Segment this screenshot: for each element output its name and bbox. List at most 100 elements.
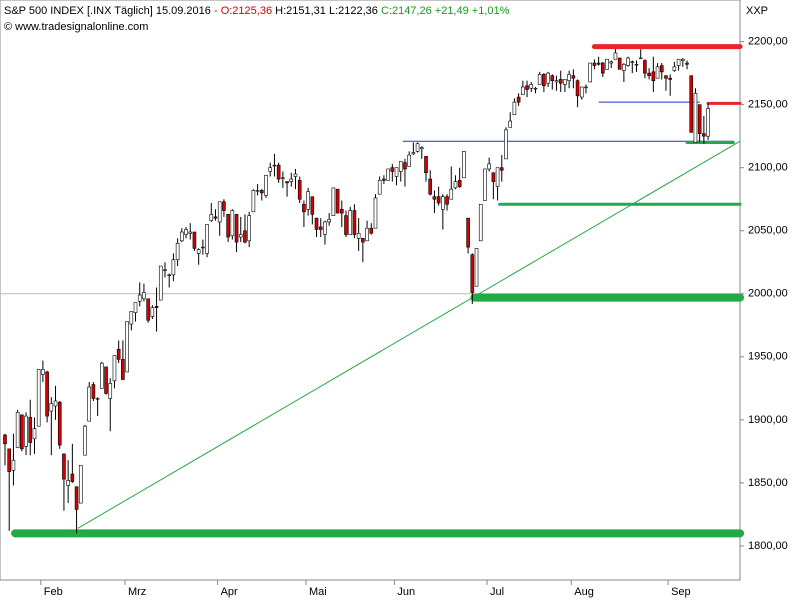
- candle-body: [137, 294, 142, 302]
- candle-body: [142, 292, 146, 300]
- candle-body: [100, 362, 104, 389]
- candle-body: [331, 187, 336, 216]
- date: 15.09.2016: [156, 5, 211, 17]
- candle-body: [643, 60, 647, 74]
- y-tick-label: 1800,00: [748, 540, 788, 552]
- candle-body: [222, 201, 226, 211]
- chart-header: S&P 500 INDEX [.INX Täglich] 15.09.2016 …: [4, 5, 510, 17]
- candle-body: [83, 425, 87, 456]
- candle-body: [558, 79, 563, 84]
- candle-body: [57, 401, 62, 446]
- candle-body: [78, 464, 83, 504]
- close: C:2147,26 +21,49 +1,01%: [381, 5, 510, 17]
- candle-body: [605, 58, 609, 70]
- candle-body: [28, 417, 33, 443]
- x-tick-label: Mai: [309, 586, 327, 598]
- candle-body: [466, 217, 470, 248]
- candle-body: [596, 62, 601, 65]
- candle-body: [613, 52, 618, 60]
- candle-body: [697, 104, 702, 134]
- candle-body: [163, 269, 167, 271]
- candle-body: [121, 359, 125, 380]
- candle-body: [268, 167, 273, 172]
- candle-body: [20, 414, 24, 450]
- candle-body: [24, 415, 28, 447]
- candle-body: [62, 453, 66, 480]
- candle-body: [537, 74, 542, 85]
- candle-body: [352, 210, 357, 235]
- candle-body: [230, 210, 235, 237]
- candle-body: [533, 87, 538, 90]
- candle-body: [133, 302, 138, 313]
- candle-body: [525, 85, 529, 90]
- candle-body: [45, 371, 49, 417]
- candle-body: [672, 66, 677, 71]
- candle-body: [626, 57, 630, 66]
- plot-area: [0, 44, 745, 538]
- candle-body: [150, 307, 155, 317]
- candle-body: [588, 62, 592, 83]
- candle-body: [281, 177, 285, 179]
- candle-body: [651, 71, 656, 81]
- candle-body: [74, 486, 79, 510]
- candle-body: [432, 196, 437, 200]
- candle-body: [289, 178, 294, 182]
- candle-body: [386, 168, 390, 181]
- candle-body: [306, 191, 310, 210]
- candle-body: [112, 355, 117, 382]
- candle-body: [689, 75, 694, 133]
- candle-body: [247, 215, 251, 242]
- candle-body: [428, 178, 433, 195]
- y-tick-label: 2200,00: [748, 36, 788, 48]
- candle-body: [171, 259, 176, 276]
- candle-body: [445, 196, 449, 205]
- y-tick-label: 2000,00: [748, 288, 788, 300]
- candle-body: [226, 214, 230, 238]
- candle-body: [516, 96, 521, 103]
- candle-body: [348, 210, 353, 235]
- candle-body: [327, 219, 331, 223]
- candle-body: [567, 74, 571, 81]
- candle-body: [441, 196, 445, 210]
- open: - O:2125,36: [214, 5, 272, 17]
- x-tick-label: Sep: [671, 586, 691, 598]
- candle-body: [659, 65, 664, 73]
- candle-body: [634, 64, 639, 66]
- candle-body: [125, 321, 129, 373]
- candle-body: [702, 133, 706, 137]
- candle-body: [285, 181, 289, 184]
- candle-body: [213, 216, 218, 219]
- plot-frame: [0, 0, 741, 581]
- candle-body: [474, 248, 479, 287]
- candle-body: [521, 86, 525, 95]
- candle-body: [483, 168, 487, 201]
- candle-body: [167, 274, 171, 276]
- candle-body: [95, 398, 100, 400]
- candle-body: [108, 383, 113, 399]
- candle-body: [41, 369, 45, 375]
- candle-body: [302, 203, 306, 213]
- candle-body: [11, 459, 16, 471]
- candle-body: [419, 147, 424, 150]
- candle-body: [91, 384, 96, 399]
- candle-body: [638, 57, 643, 60]
- candle-body: [318, 226, 323, 230]
- candle-body: [276, 164, 281, 180]
- candle-body: [546, 72, 550, 84]
- x-tick-label: Feb: [44, 586, 63, 598]
- candle-body: [575, 80, 580, 97]
- candle-body: [571, 75, 576, 79]
- candle-body: [323, 221, 327, 235]
- source: © www.tradesignalonline.com: [4, 21, 148, 33]
- candle-body: [234, 214, 239, 243]
- candle-body: [297, 180, 302, 200]
- candle-body: [154, 306, 159, 308]
- candle-body: [116, 348, 121, 360]
- y-tick-label: 1900,00: [748, 414, 788, 426]
- high: H:2151,31: [275, 5, 326, 17]
- candle-body: [563, 79, 567, 85]
- candle-body: [251, 190, 256, 213]
- candle-body: [15, 412, 20, 448]
- trend-line: [77, 140, 741, 529]
